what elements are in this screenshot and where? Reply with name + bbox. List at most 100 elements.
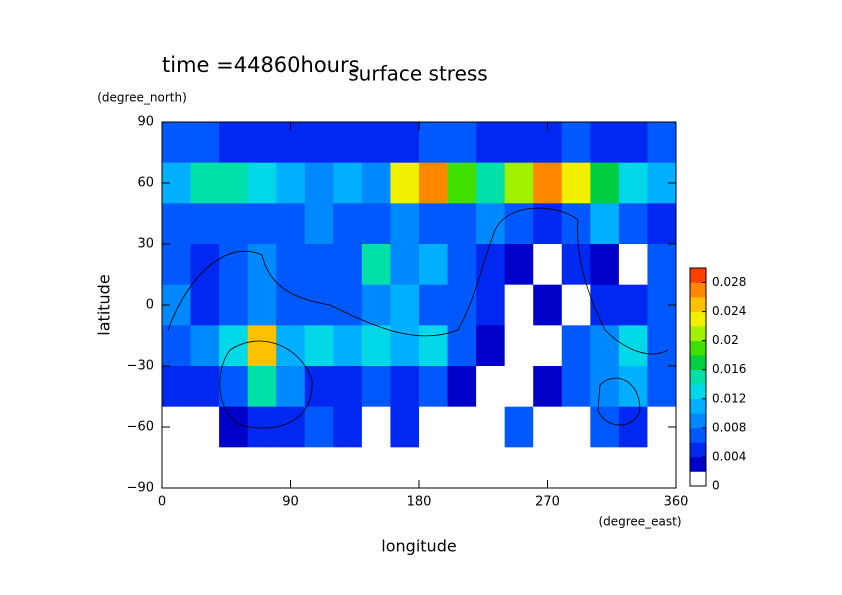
cell: [361, 325, 391, 367]
cell: [590, 447, 620, 489]
cell: [219, 325, 249, 367]
colorbar-tick-label: 0.012: [712, 391, 746, 405]
colorbar-segment: [690, 413, 706, 429]
cell: [219, 122, 249, 164]
cell: [504, 122, 534, 164]
cell: [219, 284, 249, 326]
cell: [162, 366, 192, 408]
cell: [476, 284, 506, 326]
y-tick-label: 0: [146, 298, 154, 313]
cell: [247, 284, 277, 326]
cell: [419, 325, 449, 367]
cell: [219, 162, 249, 204]
cell: [190, 162, 220, 204]
cell: [419, 162, 449, 204]
cell: [361, 162, 391, 204]
colorbar-segment: [690, 471, 706, 487]
cell: [590, 325, 620, 367]
cell: [390, 325, 420, 367]
cell: [190, 447, 220, 489]
cell: [419, 447, 449, 489]
cell: [561, 244, 591, 286]
coastline: [167, 207, 669, 355]
cell: [504, 244, 534, 286]
x-tick-label: 180: [407, 495, 432, 510]
colorbar-tick-label: 0.008: [712, 420, 746, 434]
cell: [647, 447, 677, 489]
cell: [219, 447, 249, 489]
cell: [618, 203, 648, 245]
cell: [590, 244, 620, 286]
cell: [447, 244, 477, 286]
cell: [190, 406, 220, 448]
cell: [361, 447, 391, 489]
cell: [533, 406, 563, 448]
y-tick-label: −60: [127, 420, 154, 435]
cell: [618, 447, 648, 489]
cell: [618, 162, 648, 204]
cell: [533, 325, 563, 367]
cell: [447, 284, 477, 326]
cell: [618, 122, 648, 164]
colorbar-segment: [690, 384, 706, 400]
coastlines: [167, 207, 669, 429]
cell: [247, 244, 277, 286]
cell: [361, 366, 391, 408]
cell: [447, 366, 477, 408]
cell: [390, 244, 420, 286]
cell: [561, 366, 591, 408]
cell: [618, 406, 648, 448]
cell: [276, 244, 306, 286]
cell: [590, 366, 620, 408]
cell: [162, 325, 192, 367]
chart-subtitle: time =44860hours: [162, 53, 360, 77]
y-tick-label: 90: [137, 115, 154, 130]
cell: [390, 284, 420, 326]
cell: [647, 122, 677, 164]
cell: [533, 284, 563, 326]
cell: [190, 244, 220, 286]
cell: [361, 284, 391, 326]
cell: [590, 284, 620, 326]
cell: [390, 203, 420, 245]
cell: [304, 447, 334, 489]
coastline: [219, 340, 313, 429]
cell: [333, 244, 363, 286]
cell: [304, 406, 334, 448]
cell: [247, 203, 277, 245]
cell: [476, 244, 506, 286]
colorbar-segment: [690, 340, 706, 356]
colorbar-segment: [690, 297, 706, 312]
cell: [304, 325, 334, 367]
cell: [247, 122, 277, 164]
cell: [447, 203, 477, 245]
cell: [390, 366, 420, 408]
colorbar-tick-label: 0.016: [712, 362, 746, 376]
y-tick-label: −90: [127, 481, 154, 496]
colorbar-segment: [690, 355, 706, 371]
cell: [419, 366, 449, 408]
x-tick-label: 90: [282, 495, 299, 510]
colorbar-segment: [690, 427, 706, 443]
cell: [190, 284, 220, 326]
cell: [276, 406, 306, 448]
colorbar-tick-label: 0.004: [712, 449, 746, 463]
cell: [162, 244, 192, 286]
cell: [247, 162, 277, 204]
cell: [333, 284, 363, 326]
colorbar-segment: [690, 326, 706, 341]
y-axis-label: latitude: [95, 274, 114, 335]
cell: [333, 447, 363, 489]
field: [162, 122, 677, 489]
colorbar-tick-label: 0.028: [712, 275, 746, 289]
cell: [162, 122, 192, 164]
colorbar-segment: [690, 398, 706, 414]
cell: [162, 447, 192, 489]
y-tick-label: 60: [137, 176, 154, 191]
cell: [419, 244, 449, 286]
cell: [304, 122, 334, 164]
colorbar-tick-label: 0.024: [712, 304, 746, 318]
x-tick-label: 0: [158, 495, 166, 510]
cell: [390, 447, 420, 489]
